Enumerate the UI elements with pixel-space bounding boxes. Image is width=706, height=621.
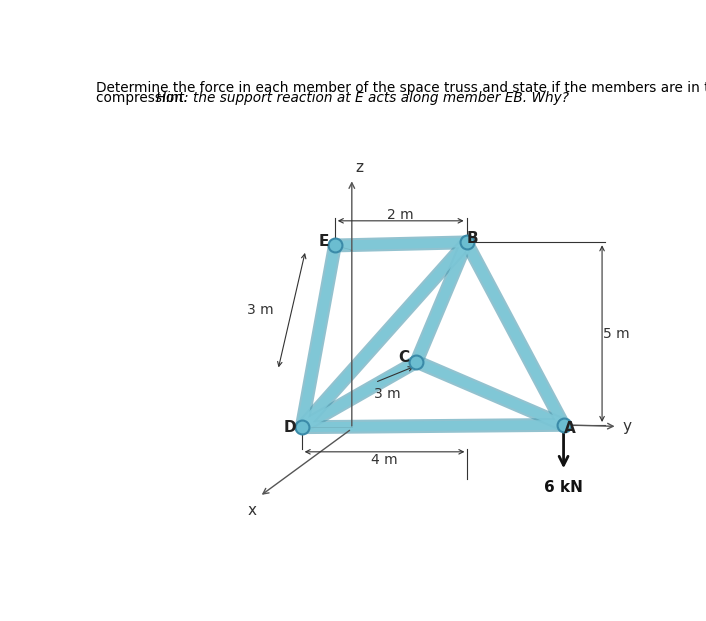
Text: 6 kN: 6 kN (544, 480, 583, 496)
Text: B: B (467, 231, 479, 246)
Text: z: z (355, 160, 363, 175)
Text: x: x (247, 502, 256, 518)
Text: compression.: compression. (96, 91, 192, 106)
Text: Hint: the support reaction at E acts along member EB. Why?: Hint: the support reaction at E acts alo… (156, 91, 569, 106)
Text: 4 m: 4 m (371, 453, 398, 466)
Text: D: D (283, 420, 296, 435)
Text: 5 m: 5 m (603, 327, 629, 341)
Text: Determine the force in each member of the space truss and state if the members a: Determine the force in each member of th… (96, 81, 706, 94)
Text: 3 m: 3 m (374, 387, 400, 401)
Text: A: A (564, 421, 575, 436)
Text: C: C (399, 350, 409, 365)
Text: 3 m: 3 m (247, 303, 274, 317)
Text: E: E (318, 234, 328, 249)
Text: 2 m: 2 m (388, 207, 414, 222)
Text: y: y (622, 419, 631, 434)
